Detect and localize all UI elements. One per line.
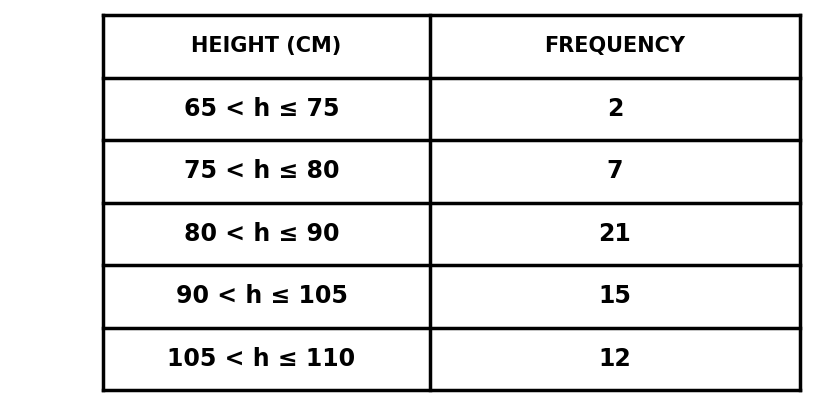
Text: 7: 7: [606, 159, 623, 183]
Text: HEIGHT (CM): HEIGHT (CM): [192, 36, 342, 56]
Text: 105 < h ≤ 110: 105 < h ≤ 110: [167, 347, 355, 371]
Text: 90 < h ≤ 105: 90 < h ≤ 105: [176, 284, 348, 308]
Bar: [430, 140, 800, 202]
Bar: [103, 140, 430, 202]
Text: 75 < h ≤ 80: 75 < h ≤ 80: [184, 159, 339, 183]
Text: 15: 15: [599, 284, 632, 308]
Bar: [430, 328, 800, 390]
Text: FREQUENCY: FREQUENCY: [544, 36, 685, 56]
Bar: [430, 15, 800, 77]
Text: 2: 2: [606, 97, 623, 121]
Bar: [103, 15, 430, 77]
Bar: [430, 265, 800, 328]
Text: 80 < h ≤ 90: 80 < h ≤ 90: [184, 222, 339, 246]
Bar: [103, 328, 430, 390]
Bar: [103, 265, 430, 328]
Bar: [103, 77, 430, 140]
Text: 21: 21: [599, 222, 632, 246]
Text: 12: 12: [599, 347, 632, 371]
Bar: [430, 202, 800, 265]
Bar: [103, 202, 430, 265]
Bar: [430, 77, 800, 140]
Text: 65 < h ≤ 75: 65 < h ≤ 75: [184, 97, 339, 121]
